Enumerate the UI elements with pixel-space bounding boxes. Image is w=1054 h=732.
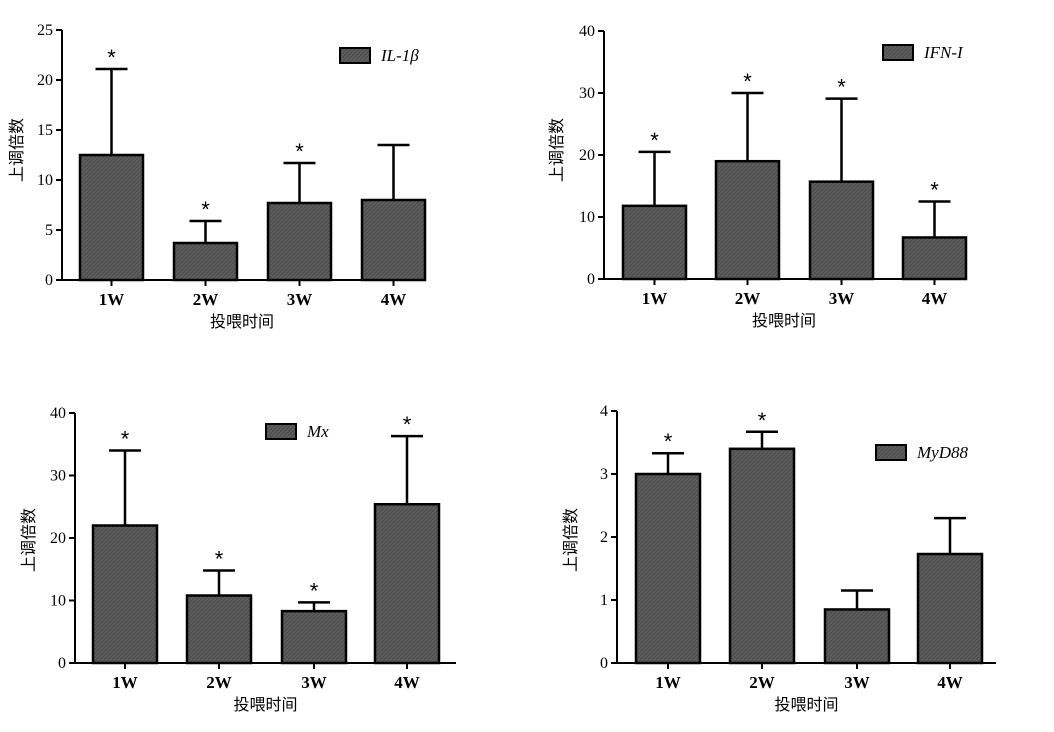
significance-star: * (837, 75, 846, 100)
chart-panel-2: 0 10 20 30 40 * 1W * 2W * 3W * 4W 投喂时间 上调倍数 IFN-I (547, 23, 968, 330)
bar-3W (280, 609, 348, 665)
significance-star: * (201, 197, 210, 222)
y-tick-label: 10 (50, 593, 66, 610)
significance-star: * (121, 427, 130, 452)
legend: Mx (265, 422, 329, 441)
bar-3W (808, 180, 875, 281)
legend-label: IL-1β (380, 46, 419, 65)
legend-swatch (882, 44, 914, 61)
x-tick-label: 1W (99, 290, 125, 309)
y-tick-label: 30 (579, 85, 595, 102)
y-tick-label: 20 (579, 147, 595, 164)
bar-1W (634, 472, 702, 665)
x-tick-label: 4W (922, 289, 948, 308)
legend-label: MyD88 (916, 443, 968, 462)
legend-label: IFN-I (923, 43, 964, 62)
y-tick-label: 20 (50, 530, 66, 547)
y-axis-title: 上调倍数 (561, 508, 580, 572)
y-tick-label: 40 (50, 405, 66, 422)
bar-2W (185, 594, 253, 665)
x-tick-label: 4W (394, 673, 420, 692)
significance-star: * (295, 139, 304, 164)
bar-4W (373, 503, 441, 665)
significance-star: * (930, 178, 939, 203)
y-tick-label: 10 (579, 209, 595, 226)
significance-star: * (743, 69, 752, 94)
x-tick-label: 3W (829, 289, 855, 308)
y-tick-label: 0 (600, 655, 608, 672)
significance-star: * (650, 128, 659, 153)
significance-star: * (215, 547, 224, 572)
x-tick-label: 3W (844, 673, 870, 692)
y-tick-label: 2 (600, 529, 608, 546)
x-axis-title: 投喂时间 (774, 695, 838, 714)
bar-3W (823, 608, 891, 665)
bar-2W (728, 447, 796, 665)
legend-swatch (265, 423, 297, 440)
legend-label: Mx (306, 422, 329, 441)
x-tick-label: 1W (642, 289, 668, 308)
x-axis-title: 投喂时间 (210, 312, 274, 331)
bar-1W (78, 153, 145, 282)
x-tick-label: 4W (937, 673, 963, 692)
y-tick-label: 30 (50, 468, 66, 485)
y-tick-label: 15 (37, 122, 53, 139)
bar-4W (360, 198, 427, 282)
y-tick-label: 20 (37, 72, 53, 89)
y-tick-label: 25 (37, 22, 53, 39)
chart-panel-1: 0 5 10 15 20 25 * 1W * 2W * 3W 4W 投喂时间 上调倍数 IL-1β (7, 22, 427, 331)
x-tick-label: 1W (112, 673, 138, 692)
y-tick-label: 4 (600, 403, 608, 420)
significance-star: * (310, 578, 319, 603)
x-tick-label: 2W (206, 673, 232, 692)
significance-star: * (664, 429, 673, 454)
bar-4W (901, 236, 968, 281)
bar-1W (621, 204, 688, 281)
legend-swatch (339, 47, 371, 64)
x-tick-label: 2W (735, 289, 761, 308)
x-tick-label: 4W (381, 290, 407, 309)
significance-star: * (403, 412, 412, 437)
x-tick-label: 3W (287, 290, 313, 309)
significance-star: * (107, 45, 116, 70)
bar-1W (91, 524, 159, 665)
y-tick-label: 0 (58, 655, 66, 672)
bar-3W (266, 201, 333, 282)
bar-2W (714, 159, 781, 281)
chart-panel-4: 0 1 2 3 4 * 1W * 2W 3W 4W 投喂时间 上调倍数 MyD88 (561, 403, 996, 714)
legend: MyD88 (875, 443, 968, 462)
y-tick-label: 40 (579, 23, 595, 40)
y-tick-label: 3 (600, 466, 608, 483)
y-tick-label: 1 (600, 592, 608, 609)
y-axis-title: 上调倍数 (547, 118, 566, 182)
x-tick-label: 2W (193, 290, 219, 309)
y-tick-label: 0 (45, 272, 53, 289)
x-tick-label: 1W (655, 673, 681, 692)
x-axis-title: 投喂时间 (752, 311, 816, 330)
y-axis-title: 上调倍数 (19, 508, 38, 572)
legend: IL-1β (339, 46, 419, 65)
x-axis-title: 投喂时间 (233, 695, 297, 714)
bar-4W (916, 552, 984, 665)
y-tick-label: 0 (587, 271, 595, 288)
significance-star: * (758, 408, 767, 433)
y-tick-label: 5 (45, 222, 53, 239)
bar-2W (172, 241, 239, 282)
y-tick-label: 10 (37, 172, 53, 189)
y-axis-title: 上调倍数 (7, 118, 26, 182)
x-tick-label: 2W (749, 673, 775, 692)
chart-panel-3: 0 10 20 30 40 * 1W * 2W * 3W * 4W 投喂时间 上调倍数 Mx (19, 405, 456, 714)
x-tick-label: 3W (301, 673, 327, 692)
legend-swatch (875, 444, 907, 461)
legend: IFN-I (882, 43, 964, 62)
